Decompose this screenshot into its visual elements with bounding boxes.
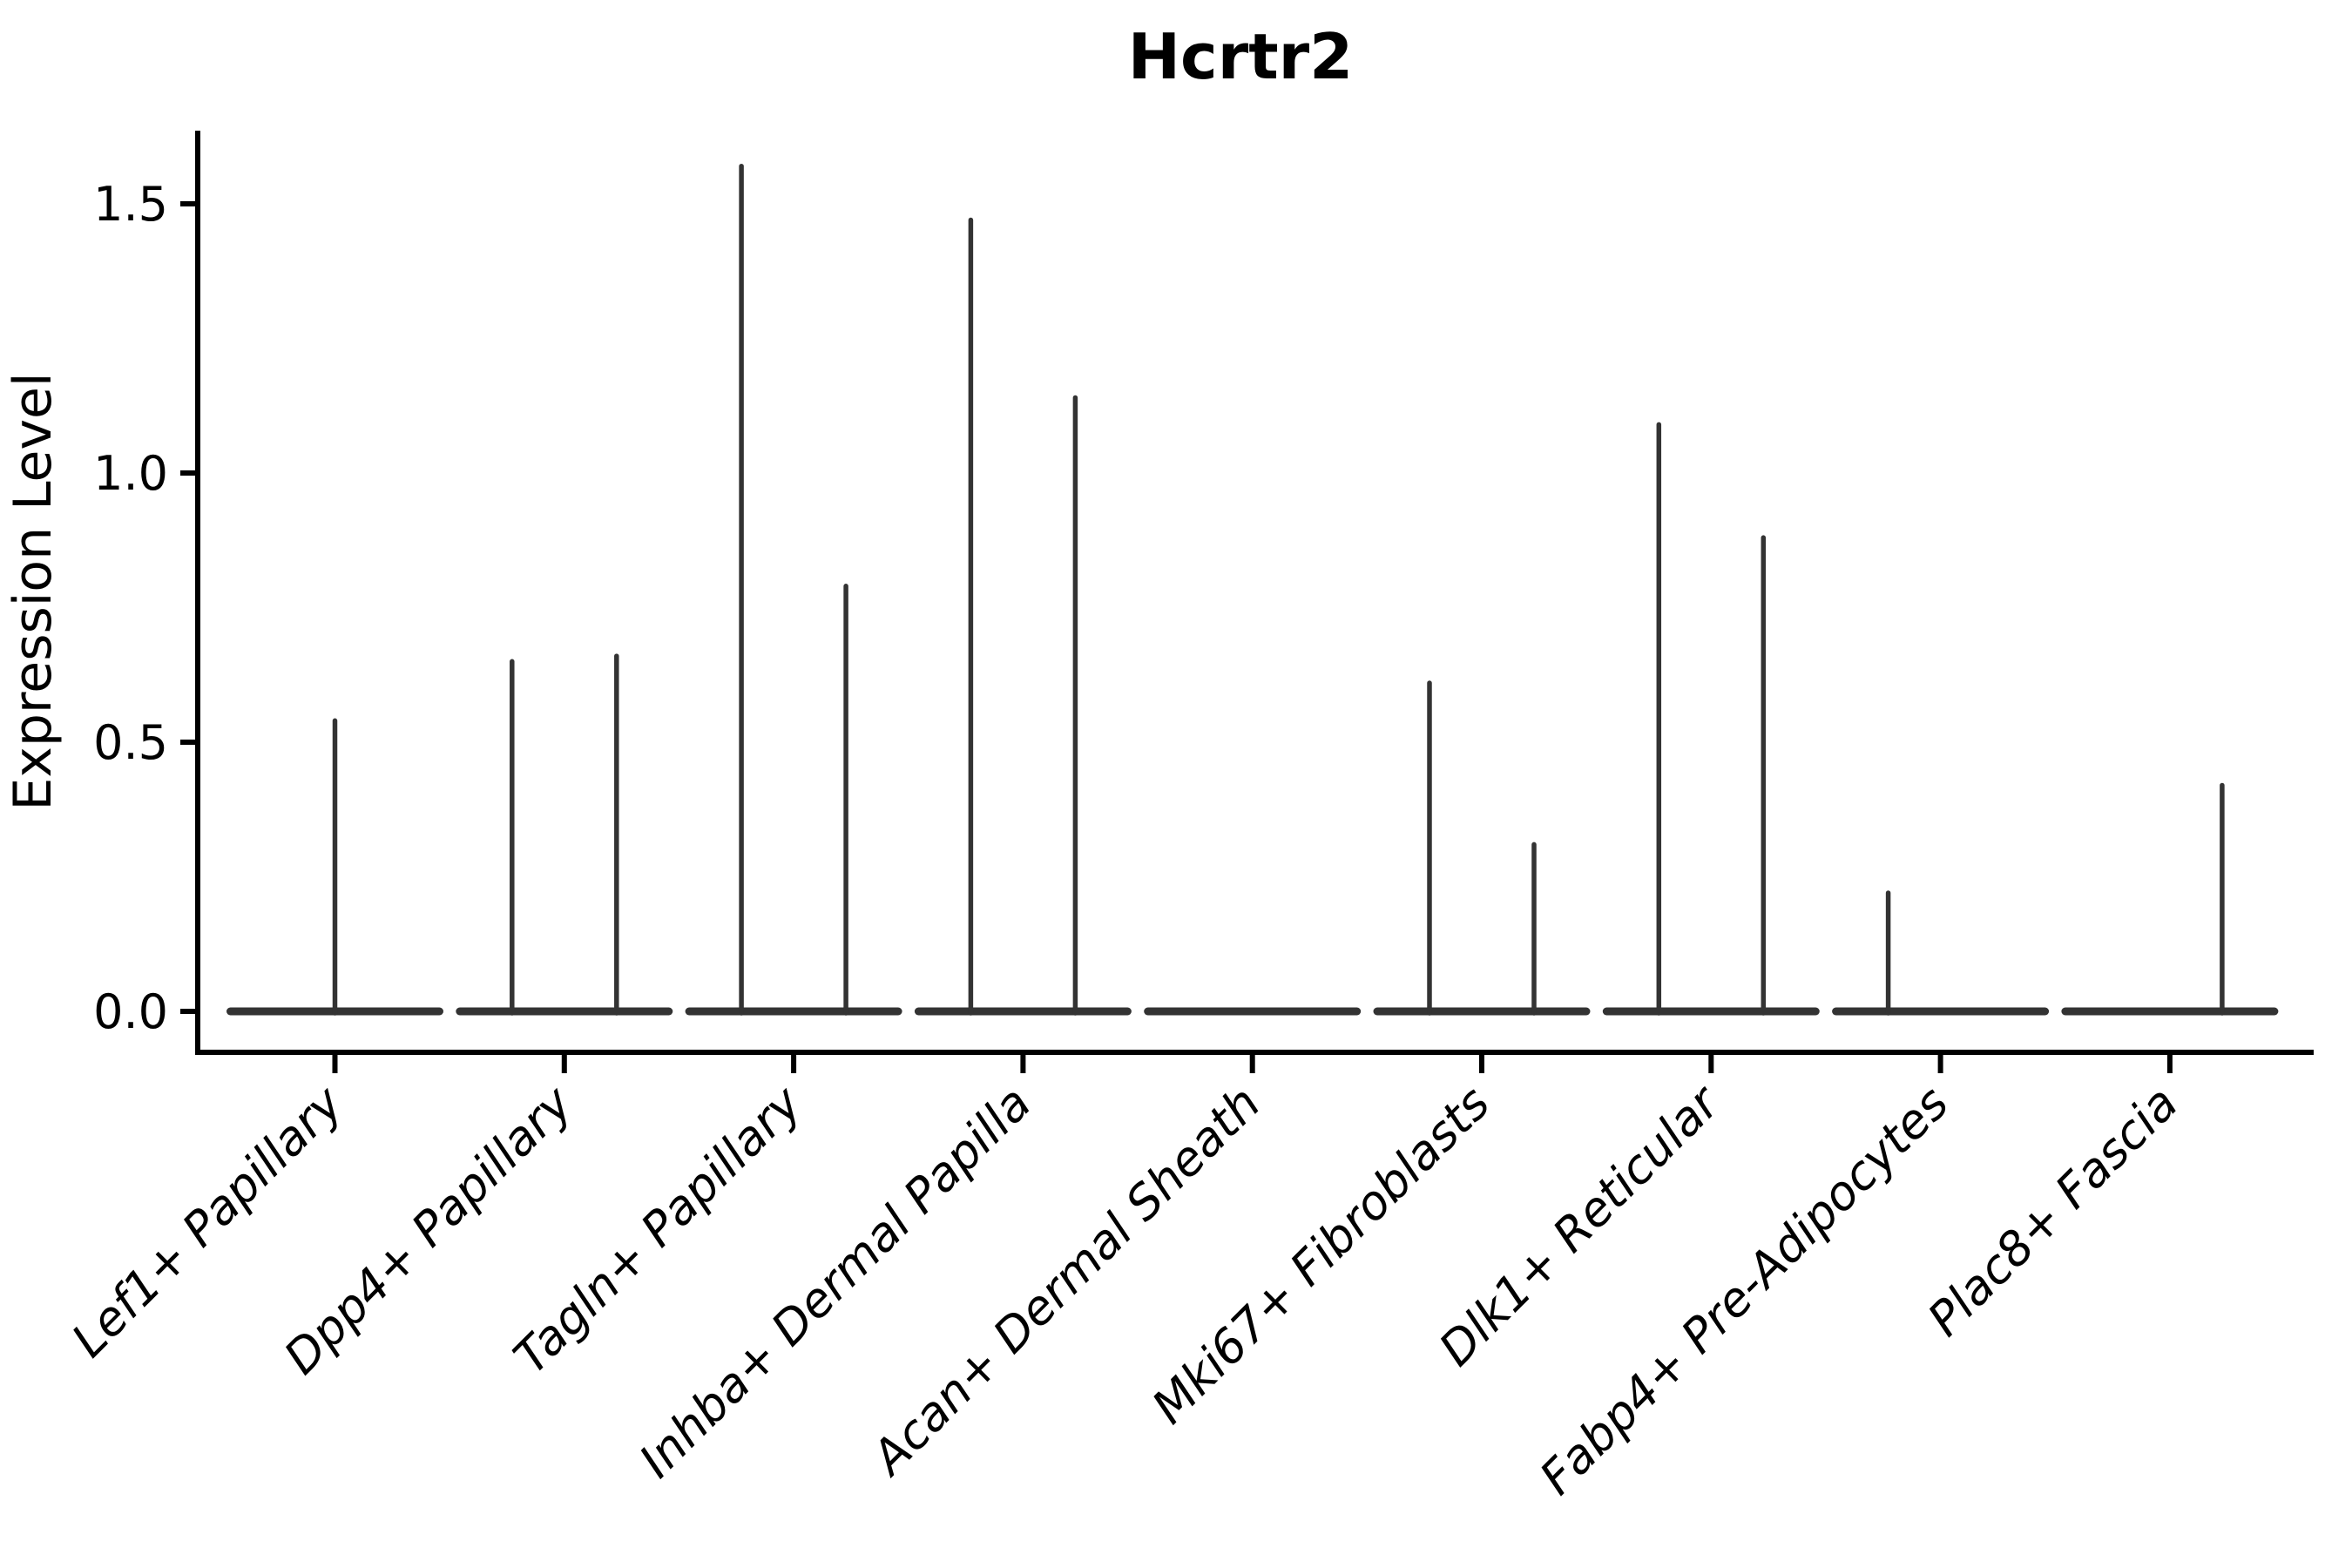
violin (1602, 422, 1820, 1016)
y-tick-label: 0.0 (93, 984, 168, 1039)
violins-layer (226, 163, 2279, 1016)
x-tick-label: Plac8+ Fascia (1917, 1076, 2188, 1347)
violin (914, 217, 1132, 1016)
y-tick-label: 0.5 (93, 715, 168, 770)
x-tick-label: Inhba+ Dermal Papilla (629, 1076, 1042, 1489)
violin (226, 718, 443, 1016)
violin (1832, 890, 2050, 1016)
y-axis-label: Expression Level (3, 372, 64, 810)
violin (456, 653, 673, 1016)
violin (1373, 680, 1591, 1016)
x-tick-label: Fabp4+ Pre-Adipocytes (1529, 1076, 1958, 1505)
x-tick-label: Acan+ Dermal Sheath (860, 1076, 1271, 1487)
y-axis: 0.0 0.5 1.0 1.5 (93, 131, 200, 1055)
page-title: Hcrtr2 (1128, 20, 1353, 93)
y-tick-label: 1.5 (93, 177, 168, 232)
violin (2061, 782, 2279, 1016)
y-tick-label: 1.0 (93, 446, 168, 501)
violin (685, 163, 902, 1016)
